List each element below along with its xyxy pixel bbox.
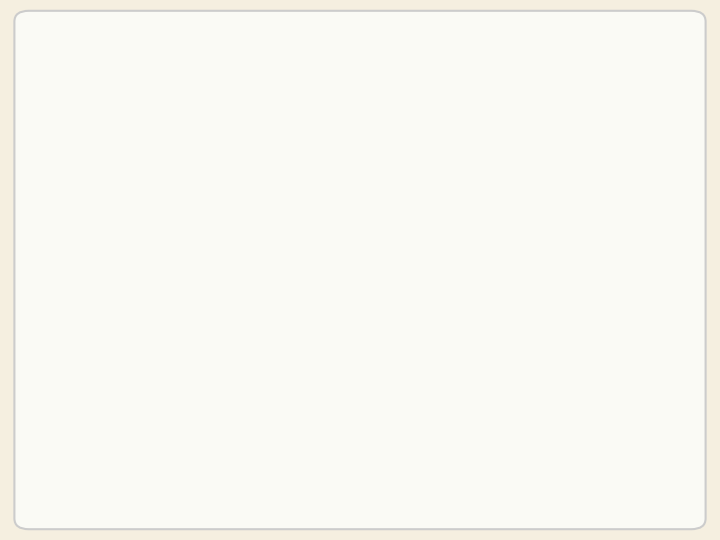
Ellipse shape xyxy=(413,386,505,445)
Text: Meiosis: Meiosis xyxy=(284,327,378,348)
Ellipse shape xyxy=(320,386,413,445)
Ellipse shape xyxy=(356,116,448,176)
Text: Dr. Antonio Barbadilla: Dr. Antonio Barbadilla xyxy=(63,514,169,523)
Ellipse shape xyxy=(215,386,307,445)
Text: n: n xyxy=(253,136,269,156)
Text: Esporas
sexuales: Esporas sexuales xyxy=(579,402,634,430)
Text: n: n xyxy=(359,406,374,426)
Ellipse shape xyxy=(215,116,307,176)
Text: n: n xyxy=(253,406,269,426)
Ellipse shape xyxy=(278,216,384,286)
Text: Mitosis:
esporofito
multicelular: Mitosis: esporofito multicelular xyxy=(17,259,91,302)
Text: dgm: dgm xyxy=(63,485,124,509)
Text: n: n xyxy=(161,406,176,426)
Text: 2n: 2n xyxy=(314,239,348,263)
Text: Ciclo haplo-diplonte: plantas: Ciclo haplo-diplonte: plantas xyxy=(120,12,613,42)
Text: }: } xyxy=(536,252,573,309)
Ellipse shape xyxy=(122,386,215,445)
Text: Mitosis:
gametofito
multicelular: Mitosis: gametofito multicelular xyxy=(579,238,653,281)
Text: n: n xyxy=(394,136,410,156)
Text: n: n xyxy=(451,406,467,426)
